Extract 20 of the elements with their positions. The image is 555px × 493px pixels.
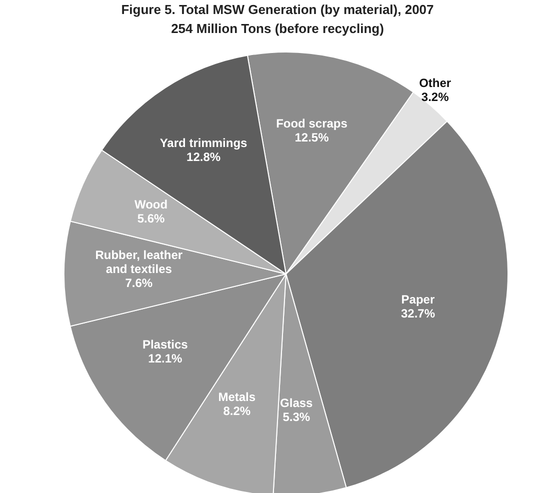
data-label: 12.5% (294, 130, 330, 144)
chart-title: Figure 5. Total MSW Generation (by material), 2007 (120, 2, 435, 17)
slice-label: Plastics (142, 337, 188, 352)
slice-label: Rubber, leather and textiles (95, 248, 183, 276)
data-label: 5.3% (282, 410, 310, 424)
slice-label: Food scraps (276, 116, 348, 130)
data-label: 32.7% (400, 306, 436, 321)
data-label: 3.2% (421, 90, 450, 104)
data-label: 7.6% (125, 276, 153, 290)
slice-label: Metals (218, 390, 256, 404)
slice-label: Wood (134, 198, 168, 212)
data-label: 12.1% (148, 351, 182, 366)
data-label: 8.2% (223, 404, 251, 418)
chart-subtitle: 254 Million Tons (before recycling) (170, 21, 385, 36)
data-label: 5.6% (137, 212, 166, 226)
slice-label: Glass (280, 396, 314, 410)
slice-label: Yard trimmings (160, 136, 248, 150)
slice-label: Paper (401, 292, 435, 307)
slice-label: Other (419, 76, 452, 90)
data-label: 12.8% (186, 150, 221, 164)
